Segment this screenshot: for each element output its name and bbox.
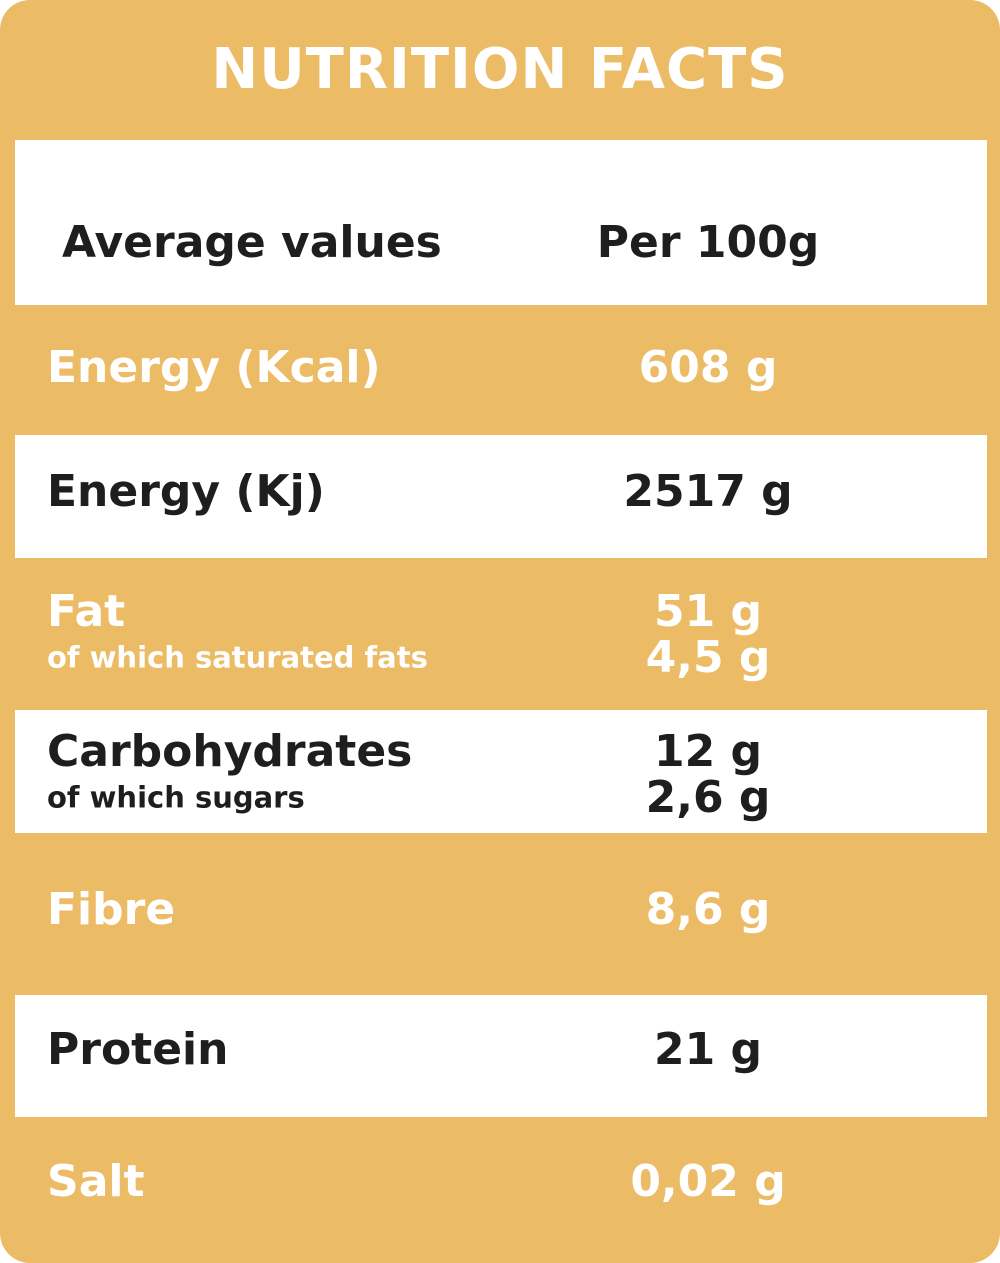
title: NUTRITION FACTS	[211, 37, 789, 102]
row-label: Salt	[47, 1156, 145, 1207]
row-sublabel: of which sugars	[47, 780, 305, 815]
row-subvalue: 4,5 g	[645, 632, 771, 683]
row-value: 2517 g	[623, 466, 793, 517]
row-sublabel: of which saturated fats	[47, 640, 428, 675]
row-value: 8,6 g	[645, 884, 771, 935]
row-band	[15, 435, 987, 558]
row-band	[15, 710, 987, 833]
row-value: 21 g	[653, 1024, 763, 1075]
row-value: 608 g	[638, 342, 778, 393]
row-label: Protein	[47, 1024, 229, 1075]
column-header: Per 100g	[596, 217, 820, 268]
column-header: Average values	[62, 217, 442, 268]
row-value: 0,02 g	[630, 1156, 786, 1207]
row-label: Energy (Kj)	[47, 466, 325, 517]
row-band	[15, 995, 987, 1117]
row-label: Fibre	[47, 884, 176, 935]
row-value: 51 g	[653, 586, 763, 637]
row-value: 12 g	[653, 726, 763, 777]
row-label: Fat	[47, 586, 126, 637]
header-band	[15, 140, 987, 305]
row-label: Carbohydrates	[47, 726, 413, 777]
row-subvalue: 2,6 g	[645, 772, 771, 823]
row-label: Energy (Kcal)	[47, 342, 381, 393]
